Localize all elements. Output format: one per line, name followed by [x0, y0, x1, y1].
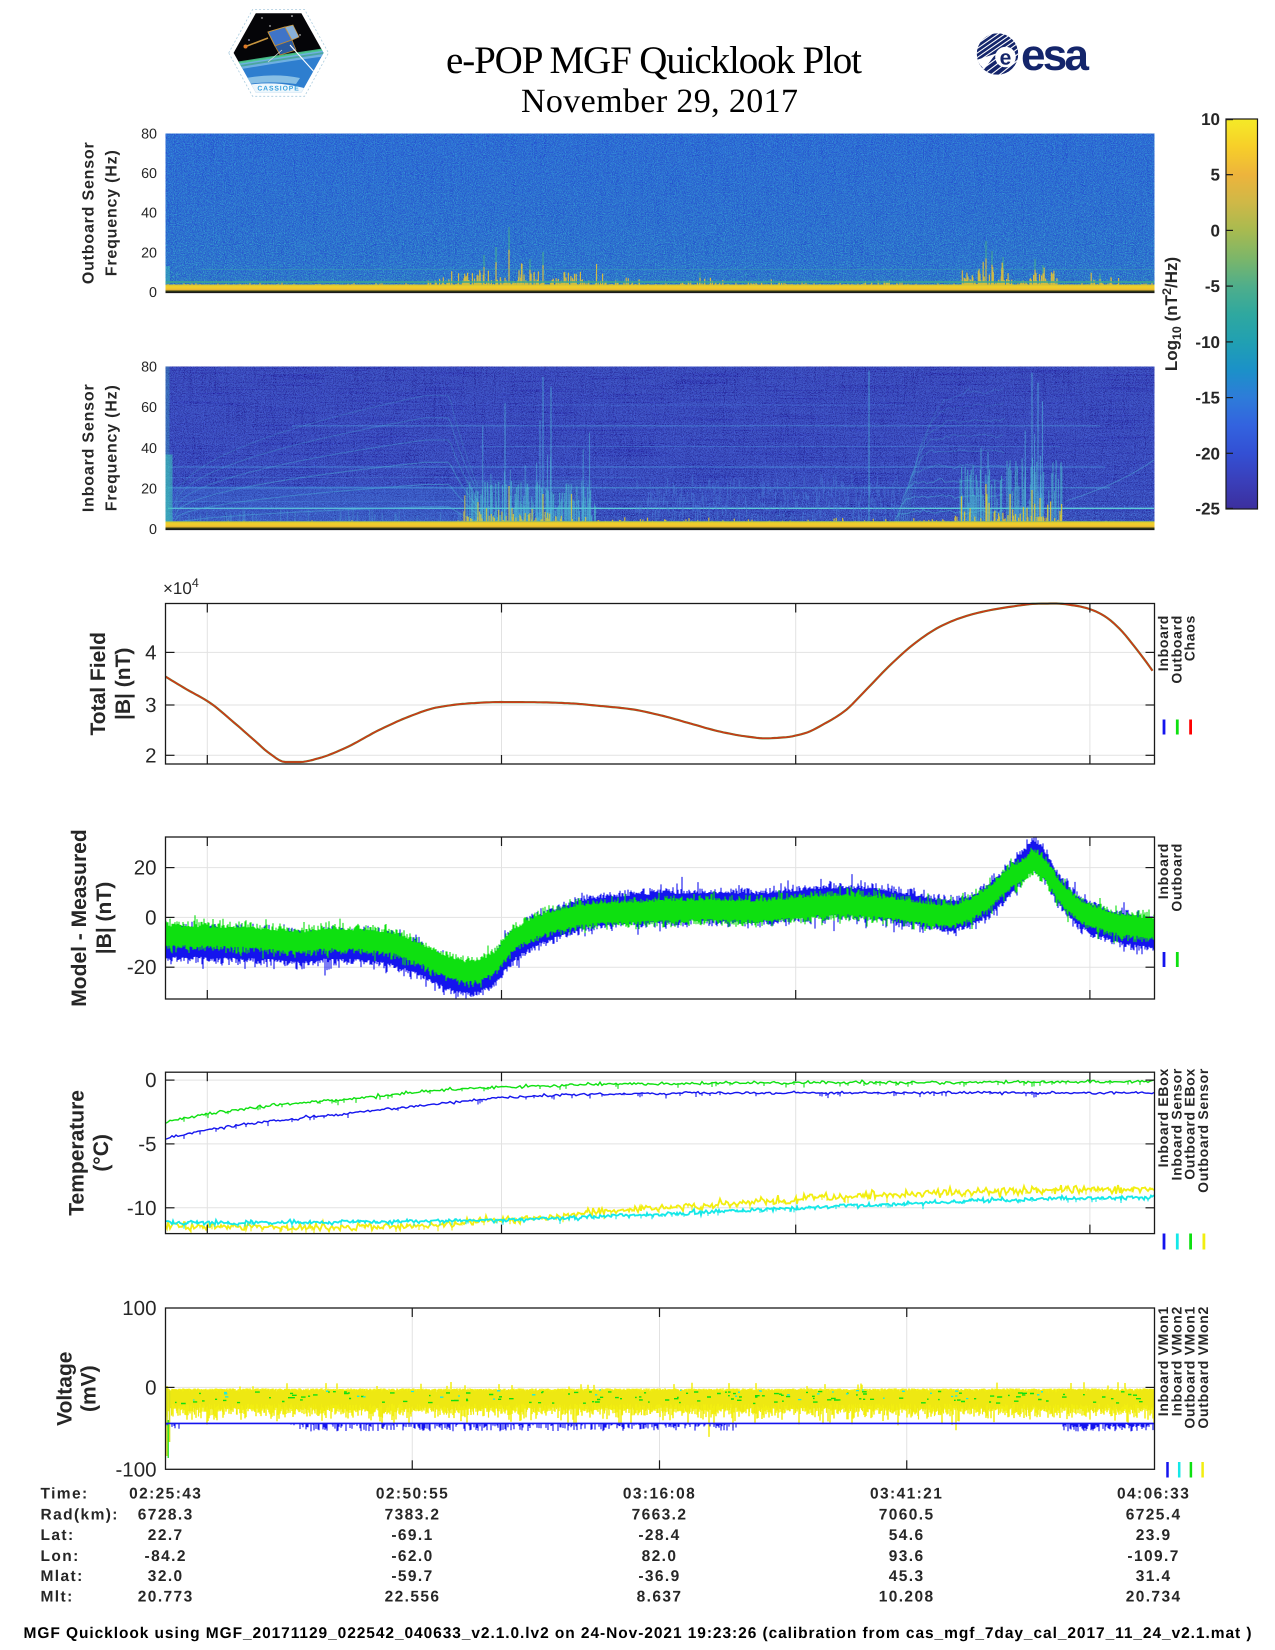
svg-text:-5: -5: [138, 1133, 156, 1156]
svg-text:-62.0: -62.0: [391, 1548, 433, 1565]
svg-text:02:25:43: 02:25:43: [129, 1486, 202, 1503]
svg-text:Lon:: Lon:: [41, 1548, 80, 1565]
svg-text:|B| (nT): |B| (nT): [93, 882, 116, 954]
svg-text:82.0: 82.0: [642, 1548, 678, 1565]
svg-text:45.3: 45.3: [889, 1568, 925, 1585]
svg-text:100: 100: [122, 1297, 156, 1320]
svg-text:20.773: 20.773: [138, 1589, 194, 1606]
svg-text:e-POP MGF Quicklook Plot: e-POP MGF Quicklook Plot: [446, 39, 862, 82]
svg-text:0: 0: [149, 285, 157, 301]
svg-text:×104: ×104: [163, 576, 199, 598]
svg-text:0: 0: [1211, 221, 1220, 240]
svg-text:4: 4: [145, 641, 156, 664]
svg-text:20.734: 20.734: [1126, 1589, 1182, 1606]
svg-text:-10: -10: [127, 1197, 157, 1220]
svg-text:22.7: 22.7: [148, 1527, 184, 1544]
svg-text:Model - Measured: Model - Measured: [68, 829, 91, 1006]
svg-text:-69.1: -69.1: [391, 1527, 433, 1544]
svg-text:80: 80: [141, 360, 157, 376]
svg-text:Inboard VMon1: Inboard VMon1: [1155, 1306, 1171, 1416]
svg-text:Inboard EBox: Inboard EBox: [1155, 1068, 1171, 1167]
svg-text:Inboard VMon2: Inboard VMon2: [1168, 1306, 1184, 1416]
svg-text:20: 20: [134, 857, 157, 880]
svg-text:0: 0: [145, 906, 156, 929]
svg-text:10: 10: [1201, 110, 1220, 129]
svg-text:Frequency (Hz): Frequency (Hz): [104, 149, 121, 276]
svg-text:-10: -10: [1195, 333, 1220, 352]
svg-text:40: 40: [141, 441, 157, 457]
svg-text:e: e: [1000, 47, 1012, 70]
svg-text:Inboard Sensor: Inboard Sensor: [81, 384, 98, 513]
svg-text:02:50:55: 02:50:55: [376, 1486, 449, 1503]
svg-text:Chaos: Chaos: [1182, 615, 1198, 661]
svg-text:Lat:: Lat:: [41, 1527, 75, 1544]
svg-text:54.6: 54.6: [889, 1527, 925, 1544]
svg-text:-5: -5: [1205, 277, 1220, 296]
svg-text:esa: esa: [1021, 31, 1090, 80]
svg-text:(mV): (mV): [78, 1365, 101, 1412]
svg-text:Outboard: Outboard: [1168, 843, 1184, 912]
svg-text:Temperature: Temperature: [66, 1090, 89, 1216]
svg-text:0: 0: [145, 1069, 156, 1092]
svg-text:-100: -100: [115, 1458, 156, 1481]
svg-text:-59.7: -59.7: [391, 1568, 433, 1585]
svg-text:-84.2: -84.2: [145, 1548, 187, 1565]
svg-text:Time:: Time:: [41, 1486, 89, 1503]
svg-text:MGF Quicklook using MGF_201711: MGF Quicklook using MGF_20171129_022542_…: [24, 1625, 1252, 1642]
svg-text:Outboard Sensor: Outboard Sensor: [1195, 1068, 1211, 1193]
svg-text:Log10 (nT2/Hz): Log10 (nT2/Hz): [1160, 257, 1184, 371]
svg-text:Rad(km):: Rad(km):: [41, 1506, 119, 1523]
svg-text:-15: -15: [1195, 389, 1220, 408]
svg-text:-36.9: -36.9: [638, 1568, 680, 1585]
svg-text:0: 0: [145, 1376, 156, 1399]
svg-text:Outboard EBox: Outboard EBox: [1182, 1068, 1198, 1180]
svg-text:80: 80: [141, 127, 157, 143]
svg-text:0: 0: [149, 522, 157, 538]
svg-text:Outboard VMon1: Outboard VMon1: [1182, 1306, 1198, 1429]
svg-text:-20: -20: [127, 956, 157, 979]
svg-text:2: 2: [145, 744, 156, 767]
svg-text:-28.4: -28.4: [638, 1527, 680, 1544]
svg-text:7060.5: 7060.5: [879, 1506, 935, 1523]
svg-text:(°C): (°C): [90, 1134, 113, 1172]
svg-text:November 29, 2017: November 29, 2017: [521, 83, 798, 120]
svg-text:Outboard VMon2: Outboard VMon2: [1195, 1306, 1211, 1429]
svg-text:Outboard Sensor: Outboard Sensor: [81, 141, 98, 284]
svg-text:32.0: 32.0: [148, 1568, 184, 1585]
svg-text:31.4: 31.4: [1136, 1568, 1172, 1585]
svg-text:20: 20: [141, 481, 157, 497]
svg-text:22.556: 22.556: [385, 1589, 441, 1606]
svg-text:-25: -25: [1195, 499, 1220, 518]
svg-text:Inboard: Inboard: [1155, 843, 1171, 899]
svg-text:60: 60: [141, 400, 157, 416]
svg-text:Frequency (Hz): Frequency (Hz): [104, 384, 121, 511]
svg-text:04:06:33: 04:06:33: [1117, 1486, 1190, 1503]
svg-text:7383.2: 7383.2: [385, 1506, 441, 1523]
svg-text:Total Field: Total Field: [87, 632, 110, 735]
svg-text:23.9: 23.9: [1136, 1527, 1172, 1544]
svg-text:Voltage: Voltage: [54, 1352, 77, 1426]
svg-text:6728.3: 6728.3: [138, 1506, 194, 1523]
svg-text:Inboard: Inboard: [1155, 615, 1171, 671]
svg-text:8.637: 8.637: [637, 1589, 683, 1606]
svg-text:-109.7: -109.7: [1127, 1548, 1179, 1565]
svg-text:5: 5: [1211, 166, 1220, 185]
svg-text:6725.4: 6725.4: [1126, 1506, 1182, 1523]
svg-text:03:41:21: 03:41:21: [870, 1486, 943, 1503]
svg-text:Mlat:: Mlat:: [41, 1568, 84, 1585]
svg-text:03:16:08: 03:16:08: [623, 1486, 696, 1503]
svg-text:93.6: 93.6: [889, 1548, 925, 1565]
svg-text:7663.2: 7663.2: [632, 1506, 688, 1523]
svg-text:40: 40: [141, 206, 157, 222]
svg-text:-20: -20: [1195, 444, 1220, 463]
svg-text:Mlt:: Mlt:: [41, 1589, 74, 1606]
svg-text:60: 60: [141, 166, 157, 182]
svg-text:10.208: 10.208: [879, 1589, 935, 1606]
svg-text:|B| (nT): |B| (nT): [112, 648, 135, 720]
svg-text:20: 20: [141, 245, 157, 261]
svg-text:Outboard: Outboard: [1168, 615, 1184, 684]
svg-text:3: 3: [145, 694, 156, 717]
svg-text:CASSIOPE: CASSIOPE: [257, 86, 299, 93]
svg-text:Inboard Sensor: Inboard Sensor: [1168, 1068, 1184, 1180]
